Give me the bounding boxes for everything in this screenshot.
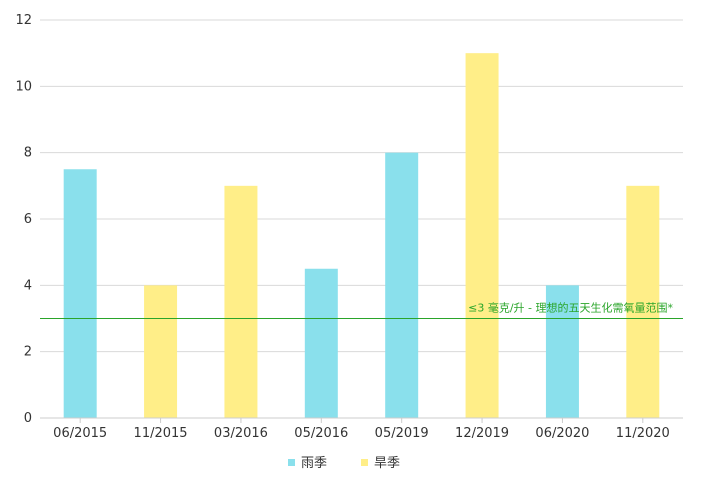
x-tick-label: 06/2015 (53, 426, 107, 441)
bar-12-2019 (465, 53, 499, 419)
legend: 雨季 旱季 (288, 456, 400, 471)
y-tick-label: 4 (24, 278, 32, 293)
bar-11-2020 (626, 185, 660, 418)
bar-11-2015 (144, 285, 178, 418)
y-tick-label: 8 (24, 146, 32, 161)
bar-06-2020 (545, 285, 579, 418)
x-axis-ticks: 06/2015 11/2015 03/2016 05/2016 05/2019 12/20… (53, 418, 670, 441)
bars (63, 53, 660, 419)
x-tick-label: 11/2020 (616, 426, 670, 441)
x-tick-label: 06/2020 (535, 426, 589, 441)
bar-05-2016 (304, 268, 338, 418)
bar-03-2016 (224, 185, 258, 418)
reference-line-label: ≤3 毫克/升 - 理想的五天生化需氧量范围* (468, 301, 673, 315)
legend-swatch (288, 459, 295, 466)
y-axis-ticks: 0 2 4 6 8 10 12 (15, 13, 32, 426)
y-tick-label: 0 (24, 411, 32, 426)
legend-label: 旱季 (374, 456, 400, 471)
x-tick-label: 03/2016 (214, 426, 268, 441)
y-tick-label: 2 (24, 345, 32, 360)
x-tick-label: 12/2019 (455, 426, 509, 441)
legend-swatch (361, 459, 368, 466)
x-tick-label: 05/2019 (375, 426, 429, 441)
bar-05-2019 (385, 152, 419, 418)
bar-06-2015 (63, 169, 97, 418)
y-tick-label: 12 (15, 13, 32, 28)
y-tick-label: 6 (24, 212, 32, 227)
x-tick-label: 11/2015 (134, 426, 188, 441)
legend-label: 雨季 (301, 456, 327, 471)
y-tick-label: 10 (15, 79, 32, 94)
x-tick-label: 05/2016 (294, 426, 348, 441)
